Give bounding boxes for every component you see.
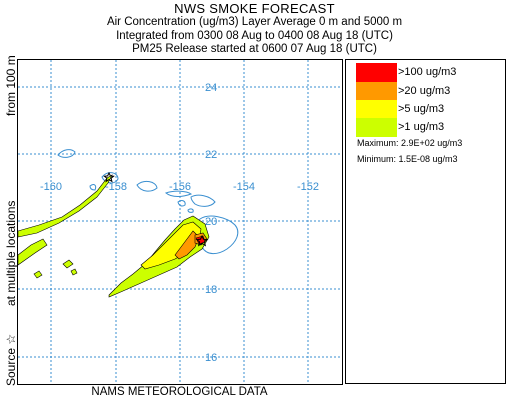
longitude-labels: -160 -158 -156 -154 -152 — [40, 181, 319, 193]
legend-maximum: Maximum: 2.9E+02 ug/m3 — [357, 138, 463, 148]
smoke-sources — [103, 171, 209, 247]
kahoolawe-coast — [187, 208, 194, 213]
smoke-map: 24 22 20 18 16 -160 -158 -156 -154 -152 — [17, 59, 343, 385]
lon-label: -156 — [169, 181, 191, 193]
latitude-labels: 24 22 20 18 16 — [205, 82, 217, 364]
nihoa-coast — [57, 149, 76, 158]
source-star-kauai — [103, 171, 115, 183]
forecast-title: NWS SMOKE FORECAST — [174, 1, 335, 16]
legend-row-20: >20 ug/m3 — [356, 82, 496, 101]
lat-label: 22 — [205, 149, 217, 161]
legend-swatch — [356, 100, 397, 119]
maui-coast — [190, 194, 216, 207]
legend-label: >1 ug/m3 — [398, 121, 445, 133]
legend-swatch — [356, 63, 397, 82]
niihau-coast — [89, 184, 97, 191]
lat-label: 20 — [205, 216, 217, 228]
molokai-coast — [164, 190, 193, 197]
plume-level1-fringe — [17, 238, 48, 266]
plume-level1-isle3 — [33, 270, 43, 279]
release-info: PM25 Release started at 0600 07 Aug 18 (… — [132, 43, 377, 55]
concentration-subtitle: Air Concentration (ug/m3) Layer Average … — [106, 16, 403, 28]
legend-row-1: >1 ug/m3 — [356, 118, 496, 137]
concentration-legend: >100 ug/m3 >20 ug/m3 >5 ug/m3 >1 ug/m3 M… — [345, 59, 506, 384]
met-data-label: NAMS METEOROLOGICAL DATA — [91, 386, 268, 398]
legend-label: >20 ug/m3 — [398, 85, 451, 97]
plume-level1-northwest — [17, 174, 113, 238]
legend-row-5: >5 ug/m3 — [356, 100, 496, 119]
lon-label: -152 — [297, 181, 319, 193]
lon-label: -158 — [105, 181, 127, 193]
legend-label: >5 ug/m3 — [398, 103, 445, 115]
plume-level1-isle — [62, 259, 74, 269]
lat-label: 24 — [205, 82, 217, 94]
legend-swatch — [356, 82, 397, 101]
source-star-kilauea — [195, 234, 209, 247]
legend-row-100: >100 ug/m3 — [356, 63, 496, 82]
lat-label: 18 — [205, 284, 217, 296]
lon-label: -154 — [233, 181, 255, 193]
plume-level2 — [140, 221, 202, 270]
lat-label: 16 — [205, 352, 217, 364]
legend-label: >100 ug/m3 — [398, 66, 457, 78]
legend-swatch — [356, 118, 397, 137]
integration-period: Integrated from 0300 08 Aug to 0400 08 A… — [116, 30, 393, 42]
legend-minimum: Minimum: 1.5E-08 ug/m3 — [357, 154, 458, 164]
lanai-coast — [177, 200, 186, 207]
oahu-coast — [136, 180, 158, 192]
lon-label: -160 — [40, 181, 62, 193]
plume-level1-isle2 — [70, 268, 78, 276]
lat-lon-grid — [18, 60, 342, 384]
